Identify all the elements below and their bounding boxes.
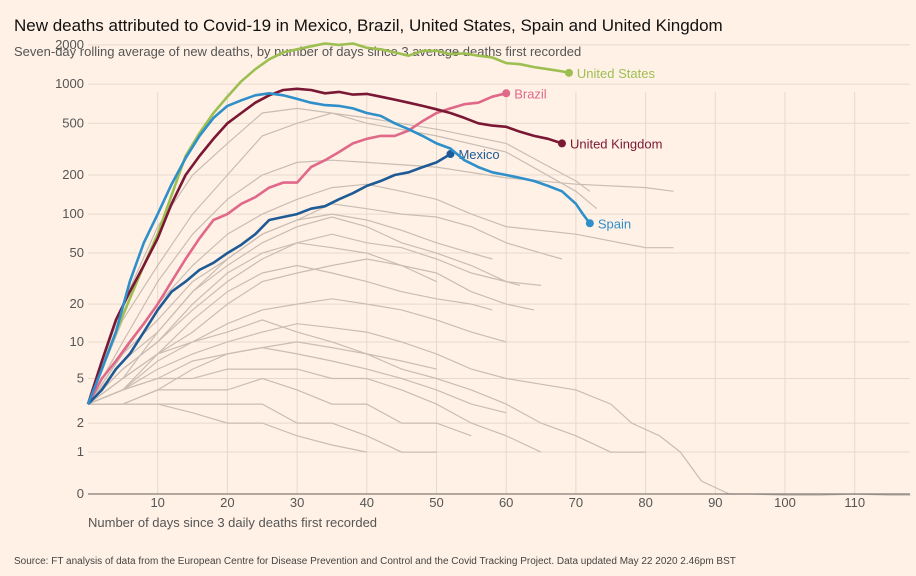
series-end-dot-brazil xyxy=(502,89,511,98)
series-line-brazil xyxy=(86,92,507,405)
series-line-other-2 xyxy=(87,112,598,405)
series-line-united-kingdom xyxy=(86,87,563,405)
y-tick-label: 500 xyxy=(62,115,84,130)
y-tick-label: 5 xyxy=(77,371,84,386)
series-end-dot-mexico xyxy=(446,150,455,159)
y-tick-label: 0 xyxy=(77,486,84,501)
y-tick-label: 50 xyxy=(70,245,84,260)
series-line-other-3 xyxy=(87,159,674,405)
series-line-other-4 xyxy=(87,183,674,405)
y-tick-label: 100 xyxy=(62,206,84,221)
series-line-other-19 xyxy=(88,346,507,414)
series-label-brazil: Brazil xyxy=(514,86,547,101)
x-tick-label: 20 xyxy=(220,495,234,510)
x-tick-label: 70 xyxy=(569,495,583,510)
series-line-other-8 xyxy=(87,258,535,405)
series-label-united-states: United States xyxy=(577,66,656,81)
series-line-other-17 xyxy=(87,213,493,405)
y-tick-label: 1 xyxy=(77,444,84,459)
series-line-other-13 xyxy=(88,377,472,437)
x-tick-label: 110 xyxy=(844,495,865,510)
series-line-other-18 xyxy=(87,319,437,405)
series-label-united-kingdom: United Kingdom xyxy=(570,136,663,151)
series-line-other-16 xyxy=(87,242,437,405)
x-axis-title: Number of days since 3 daily deaths firs… xyxy=(88,515,377,530)
y-tick-label: 20 xyxy=(70,296,84,311)
chart-subtitle: Seven-day rolling average of new deaths,… xyxy=(14,44,582,59)
x-tick-label: 30 xyxy=(290,495,304,510)
series-end-dot-united-states xyxy=(564,68,573,77)
x-tick-label: 50 xyxy=(429,495,443,510)
x-tick-label: 80 xyxy=(638,495,652,510)
series-line-united-states xyxy=(86,42,570,405)
x-tick-label: 60 xyxy=(499,495,513,510)
gridlines xyxy=(88,44,910,494)
series-end-dot-spain xyxy=(585,219,594,228)
series-line-other-14 xyxy=(88,403,437,453)
x-tick-label: 40 xyxy=(360,495,374,510)
series-end-dot-united-kingdom xyxy=(557,139,566,148)
series-line-other-15 xyxy=(87,264,493,405)
x-tick-label: 10 xyxy=(150,495,164,510)
series-line-other-20 xyxy=(88,403,367,453)
y-tick-label: 1000 xyxy=(55,76,84,91)
series-label-mexico: Mexico xyxy=(458,147,499,162)
x-tick-label: 100 xyxy=(774,495,796,510)
y-tick-label: 200 xyxy=(62,167,84,182)
axes: 0 1 2 5 10 20 50 100 200 500 1000 2000 10 20 30 40 50 60 7… xyxy=(55,37,910,510)
series-label-spain: Spain xyxy=(598,216,631,231)
series-line-mexico xyxy=(87,152,452,406)
series-line-other-12 xyxy=(87,368,542,453)
y-tick-label: 10 xyxy=(70,334,84,349)
chart-title: New deaths attributed to Covid-19 in Mex… xyxy=(14,16,723,35)
x-tick-label: 90 xyxy=(708,495,722,510)
series-line-spain xyxy=(86,92,591,405)
y-tick-label: 2000 xyxy=(55,37,84,52)
y-tick-label: 2 xyxy=(77,415,84,430)
series-line-other-7 xyxy=(87,233,542,405)
series-line-other-1 xyxy=(87,107,591,405)
source-note: Source: FT analysis of data from the Eur… xyxy=(14,556,736,567)
background-series-lines xyxy=(87,107,911,496)
highlight-series-lines: United States Brazil United Kingdom Mexico S… xyxy=(86,42,663,406)
series-line-other-10 xyxy=(87,323,911,496)
